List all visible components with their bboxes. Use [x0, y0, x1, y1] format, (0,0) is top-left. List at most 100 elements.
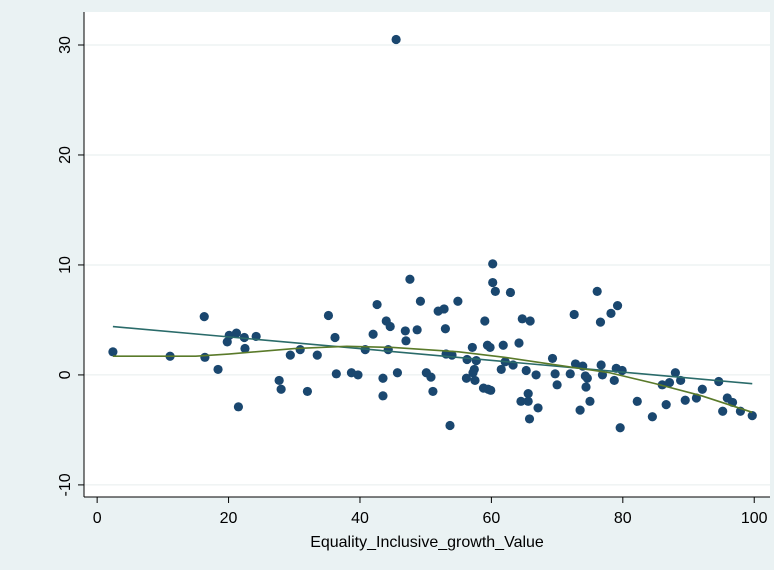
scatter-point — [485, 342, 495, 353]
scatter-point — [516, 396, 526, 406]
scatter-point — [609, 375, 619, 386]
x-axis-label: Equality_Inclusive_growth_Value — [310, 534, 544, 551]
scatter-point — [632, 396, 642, 406]
scatter-point — [415, 296, 426, 306]
scatter-point — [664, 378, 675, 388]
scatter-point — [471, 356, 481, 366]
scatter-point — [575, 405, 585, 415]
scatter-point — [486, 385, 496, 395]
scatter-point — [517, 314, 527, 324]
scatter-point — [462, 354, 472, 365]
scatter-point — [392, 368, 403, 378]
scatter-point — [400, 326, 410, 336]
y-tick-label: -10 — [57, 473, 74, 496]
scatter-point — [697, 384, 707, 394]
scatter-point — [200, 352, 210, 362]
scatter-point — [569, 309, 579, 320]
scatter-point — [550, 369, 560, 379]
scatter-point — [521, 365, 531, 376]
scatter-point — [523, 389, 533, 399]
scatter-point — [391, 34, 401, 45]
scatter-point — [331, 369, 341, 379]
scatter-point — [461, 373, 472, 383]
scatter-point — [525, 316, 535, 326]
fit-line — [112, 345, 753, 414]
scatter-point — [647, 412, 657, 422]
scatter-point — [470, 375, 480, 386]
scatter-point — [570, 359, 581, 369]
scatter-point — [385, 321, 395, 332]
y-tick-label: 0 — [57, 370, 74, 379]
scatter-point — [747, 411, 757, 421]
scatter-point — [595, 317, 606, 327]
scatter-point — [213, 364, 223, 375]
scatter-point — [505, 287, 516, 298]
scatter-point — [612, 301, 623, 311]
scatter-point — [581, 382, 591, 392]
scatter-point — [552, 380, 562, 390]
scatter-point — [378, 373, 388, 383]
scatter-point — [302, 386, 313, 397]
scatter-point — [582, 373, 592, 383]
x-tick-label: 20 — [220, 510, 238, 527]
scatter-point — [524, 414, 535, 424]
scatter-point — [274, 375, 284, 386]
scatter-point — [383, 345, 393, 355]
scatter-point — [428, 386, 438, 397]
scatter-point — [615, 423, 625, 433]
scatter-point — [718, 406, 728, 416]
scatter-point — [440, 324, 450, 334]
scatter-point — [276, 384, 286, 394]
scatter-point — [617, 365, 627, 376]
scatter-point — [490, 286, 500, 296]
scatter-point — [565, 369, 575, 379]
y-tick-label: 30 — [57, 36, 74, 54]
scatter-point — [496, 364, 506, 375]
scatter-point — [592, 286, 602, 296]
scatter-point — [585, 396, 595, 406]
x-tick-label: 100 — [741, 510, 768, 527]
scatter-point — [372, 299, 382, 310]
scatter-point — [368, 329, 378, 339]
scatter-point — [596, 360, 606, 370]
x-tick-label: 80 — [614, 510, 632, 527]
scatter-point — [323, 310, 334, 321]
scatter-point — [498, 340, 508, 350]
scatter-point — [199, 312, 209, 322]
scatter-point — [233, 402, 244, 412]
scatter-point — [523, 396, 533, 406]
scatter-point — [514, 338, 524, 348]
scatter-point — [606, 308, 616, 318]
scatter-point — [469, 364, 479, 375]
scatter-point — [480, 316, 490, 326]
scatter-point — [378, 391, 388, 401]
scatter-point — [231, 328, 242, 338]
scatter-point — [312, 350, 322, 360]
y-tick-label: 10 — [57, 256, 74, 274]
scatter-point — [661, 400, 671, 410]
scatter-point — [330, 332, 340, 343]
scatter-point — [405, 274, 415, 284]
scatter-point — [670, 368, 680, 378]
scatter-point — [531, 370, 541, 380]
scatter-point — [108, 347, 118, 357]
fit-line — [112, 325, 753, 385]
scatter-point — [680, 395, 690, 405]
scatter-point — [295, 345, 305, 355]
scatter-point — [488, 259, 498, 269]
scatter-point — [439, 304, 449, 314]
scatter-point — [240, 343, 250, 354]
x-tick-label: 0 — [93, 510, 102, 527]
x-tick-label: 60 — [482, 510, 500, 527]
scatter-point — [412, 325, 422, 335]
scatter-point — [467, 342, 477, 353]
scatter-point — [547, 353, 558, 364]
scatter-point — [285, 350, 295, 360]
plot-area — [84, 12, 770, 497]
y-tick-label: 20 — [57, 146, 74, 164]
x-tick-label: 40 — [351, 510, 369, 527]
scatter-point — [353, 370, 363, 380]
scatter-point — [426, 372, 436, 382]
